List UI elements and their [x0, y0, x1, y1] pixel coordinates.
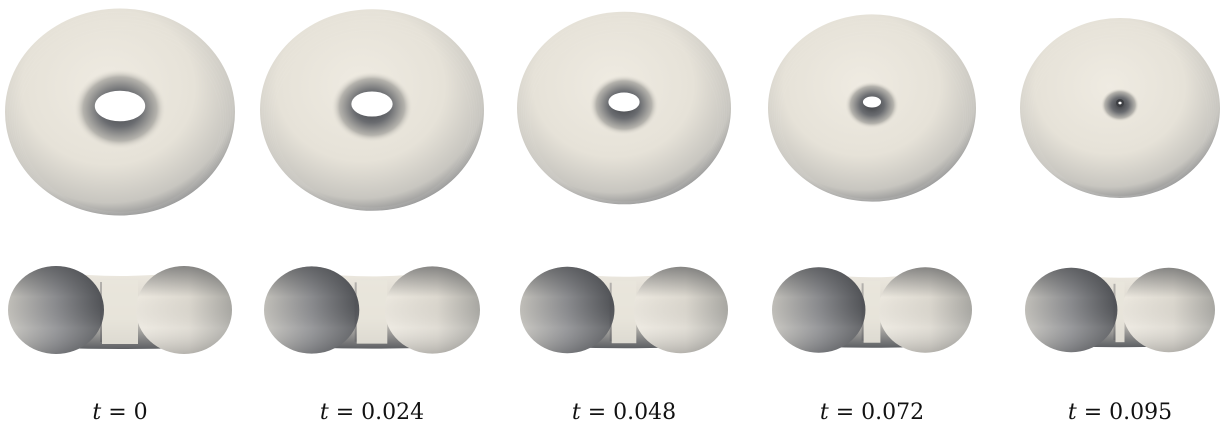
time-value: 0.095 [1109, 400, 1173, 425]
equals-sign: = [828, 400, 862, 425]
torus-side-view [264, 266, 480, 354]
time-value: 0.072 [861, 400, 925, 425]
time-variable: t [319, 400, 329, 425]
time-caption: t = 0.024 [252, 400, 492, 426]
time-caption: t = 0 [0, 400, 240, 426]
time-value: 0.024 [361, 400, 425, 425]
time-variable: t [571, 400, 581, 425]
torus-side-view [520, 266, 728, 354]
equals-sign: = [580, 400, 614, 425]
torus-frame [768, 14, 976, 353]
torus-top-view [5, 8, 235, 216]
time-variable: t [819, 400, 829, 425]
time-caption: t = 0.095 [1000, 400, 1227, 426]
torus-side-view [1025, 267, 1216, 353]
torus-frame [1020, 18, 1220, 353]
torus-top-view [517, 11, 731, 205]
time-variable: t [1067, 400, 1077, 425]
equals-sign: = [1076, 400, 1110, 425]
torus-frame [517, 11, 731, 354]
time-variable: t [92, 400, 102, 425]
time-value: 0 [133, 400, 148, 425]
torus-top-view [260, 9, 484, 211]
torus-side-view [772, 267, 973, 353]
torus-frame [5, 8, 235, 354]
equals-sign: = [328, 400, 362, 425]
torus-side-view [8, 266, 232, 354]
time-caption: t = 0.048 [504, 400, 744, 426]
time-value: 0.048 [613, 400, 677, 425]
equals-sign: = [101, 400, 134, 425]
torus-top-view [768, 14, 976, 202]
torus-top-view [1020, 18, 1220, 199]
torus-frame [260, 9, 484, 354]
time-caption: t = 0.072 [752, 400, 992, 426]
